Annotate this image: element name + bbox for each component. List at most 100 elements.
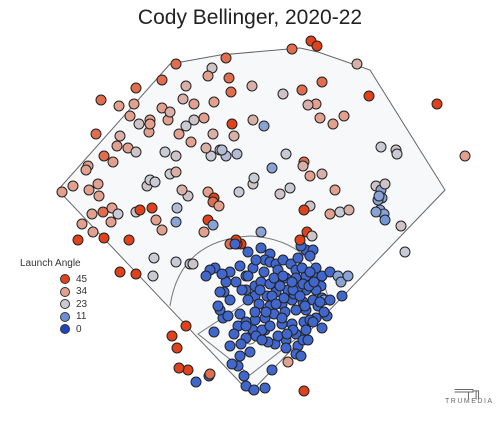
batted-ball-point: [113, 100, 125, 112]
batted-ball-point: [180, 320, 192, 332]
trumedia-logo-icon: ═╤╖: [454, 382, 483, 398]
batted-ball-point: [290, 304, 302, 316]
batted-ball-point: [314, 112, 326, 124]
batted-ball-point: [316, 322, 328, 334]
batted-ball-point: [93, 190, 105, 202]
batted-ball-point: [278, 292, 290, 304]
batted-ball-point: [170, 216, 182, 228]
batted-ball-point: [259, 382, 271, 394]
batted-ball-point: [379, 178, 391, 190]
batted-ball-point: [266, 364, 278, 376]
batted-ball-point: [242, 270, 254, 282]
batted-ball-point: [56, 186, 68, 198]
batted-ball-point: [204, 368, 216, 380]
batted-ball-point: [242, 246, 254, 258]
batted-ball-point: [264, 320, 276, 332]
legend-dot-23: [60, 299, 70, 310]
batted-ball-point: [98, 232, 110, 244]
batted-ball-point: [286, 276, 298, 288]
legend-label-34: 34: [76, 286, 88, 298]
batted-ball-point: [207, 128, 219, 140]
chart-title: Cody Bellinger, 2020-22: [137, 6, 363, 29]
batted-ball-point: [170, 58, 182, 70]
legend-dot-0: [60, 324, 70, 335]
batted-ball-point: [130, 146, 142, 158]
batted-ball-point: [306, 230, 318, 242]
batted-ball-point: [276, 312, 288, 324]
batted-ball-point: [176, 184, 188, 196]
batted-ball-point: [258, 120, 270, 132]
batted-ball-point: [242, 294, 254, 306]
batted-ball-point: [133, 118, 145, 130]
legend-dot-11: [60, 311, 70, 322]
batted-ball-point: [294, 290, 306, 302]
batted-ball-point: [105, 216, 117, 228]
legend-entry-11: 11: [20, 311, 87, 324]
batted-ball-point: [459, 150, 471, 162]
batted-ball-point: [190, 376, 202, 388]
batted-ball-point: [281, 328, 293, 340]
batted-ball-point: [198, 226, 210, 238]
batted-ball-point: [255, 242, 267, 254]
batted-ball-point: [226, 118, 238, 130]
batted-ball-point: [314, 296, 326, 308]
batted-ball-point: [431, 98, 443, 110]
batted-ball-point: [173, 128, 185, 140]
batted-ball-point: [87, 226, 99, 238]
batted-ball-point: [225, 86, 237, 98]
batted-ball-point: [124, 110, 136, 122]
batted-ball-point: [205, 150, 217, 162]
batted-ball-point: [202, 70, 214, 82]
legend-label-23: 23: [76, 298, 88, 310]
batted-ball-point: [280, 148, 292, 160]
batted-ball-point: [83, 184, 95, 196]
batted-ball-point: [198, 112, 210, 124]
batted-ball-point: [248, 384, 260, 396]
batted-ball-point: [144, 118, 156, 130]
batted-ball-point: [156, 224, 168, 236]
batted-ball-point: [363, 90, 375, 102]
batted-ball-point: [222, 310, 234, 322]
batted-ball-point: [216, 268, 228, 280]
batted-ball-point: [150, 214, 162, 226]
batted-ball-point: [247, 114, 259, 126]
batted-ball-point: [72, 234, 84, 246]
batted-ball-point: [379, 214, 391, 226]
batted-ball-point: [236, 284, 248, 296]
batted-ball-point: [296, 84, 308, 96]
batted-ball-point: [216, 144, 228, 156]
batted-ball-point: [318, 306, 330, 318]
batted-ball-point: [316, 76, 328, 88]
batted-ball-point: [111, 140, 123, 152]
batted-ball-point: [156, 74, 168, 86]
batted-ball-point: [208, 326, 220, 338]
batted-ball-point: [292, 252, 304, 264]
batted-ball-point: [244, 346, 256, 358]
batted-ball-point: [114, 266, 126, 278]
batted-ball-point: [335, 276, 347, 288]
batted-ball-point: [316, 168, 328, 180]
batted-ball-point: [208, 96, 220, 108]
batted-ball-point: [223, 72, 235, 84]
batted-ball-point: [128, 98, 140, 110]
batted-ball-point: [391, 148, 403, 160]
batted-ball-point: [297, 160, 309, 172]
batted-ball-point: [207, 219, 219, 231]
batted-ball-point: [399, 246, 411, 258]
batted-ball-point: [233, 186, 245, 198]
batted-ball-point: [200, 270, 212, 282]
batted-ball-point: [334, 206, 346, 218]
batted-ball-point: [231, 148, 243, 160]
batted-ball-point: [395, 220, 407, 232]
batted-ball-point: [180, 120, 192, 132]
legend-label-0: 0: [76, 323, 82, 335]
batted-ball-point: [304, 266, 316, 278]
batted-ball-point: [146, 202, 158, 214]
batted-ball-point: [277, 88, 289, 100]
batted-ball-point: [304, 170, 316, 182]
batted-ball-point: [299, 300, 311, 312]
batted-ball-point: [282, 356, 294, 368]
batted-ball-point: [258, 266, 270, 278]
batted-ball-point: [200, 142, 212, 154]
batted-ball-point: [185, 136, 197, 148]
